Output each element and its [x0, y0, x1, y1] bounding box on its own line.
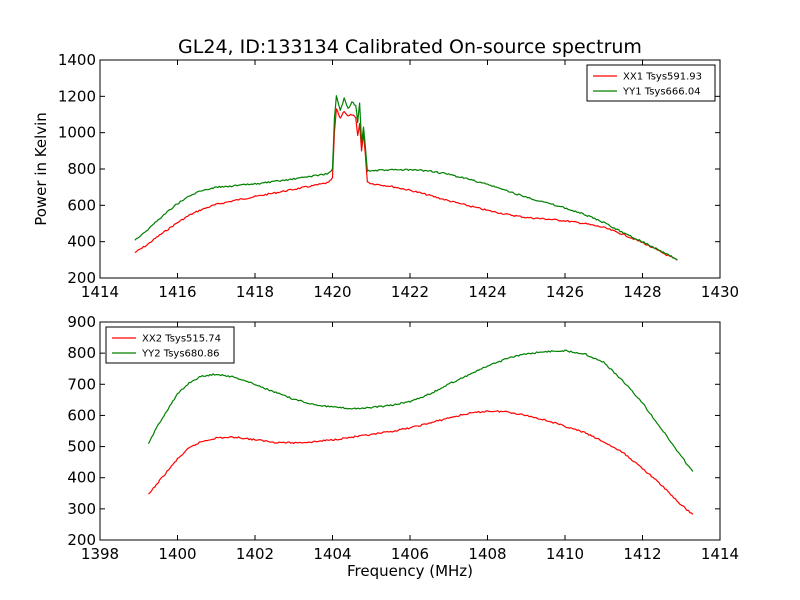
x-tick-label: 1398	[81, 545, 119, 563]
y-tick-label: 600	[67, 196, 96, 214]
bottom-axis-ticks: 1398 1400 1402 1404 1406 1408 1410 1412 1414 200 3…	[67, 313, 739, 563]
figure-title: GL24, ID:133134 Calibrated On-source spe…	[178, 36, 642, 58]
x-tick-label: 1420	[313, 283, 351, 301]
x-tick-label: 1406	[391, 545, 429, 563]
legend-box	[586, 64, 716, 102]
y-tick-label: 600	[67, 406, 96, 424]
y-tick-label: 900	[67, 313, 96, 331]
x-tick-label: 1410	[546, 545, 584, 563]
top-axis-ticks: 1414 1416 1418 1420 1422 1424 1426 1428 1430 200 4…	[58, 51, 739, 301]
bottom-panel: 1398 1400 1402 1404 1406 1408 1410 1412 1414 200 3…	[67, 313, 739, 580]
x-tick-label: 1426	[546, 283, 584, 301]
x-tick-label: 1412	[623, 545, 661, 563]
top-ylabel: Power in Kelvin	[32, 112, 50, 226]
y-tick-label: 200	[67, 531, 96, 549]
y-tick-label: 800	[67, 160, 96, 178]
y-tick-label: 400	[67, 233, 96, 251]
x-tick-label: 1428	[623, 283, 661, 301]
series-line-2	[134, 95, 678, 261]
y-tick-label: 400	[67, 469, 96, 487]
y-tick-label: 1000	[58, 124, 96, 142]
x-tick-label: 1418	[236, 283, 274, 301]
y-tick-label: 1200	[58, 87, 96, 105]
x-tick-label: 1404	[313, 545, 351, 563]
legend-label: XX1 Tsys591.93	[623, 72, 702, 83]
series-line-1	[134, 108, 678, 261]
x-tick-label: 1416	[158, 283, 196, 301]
x-tick-label: 1400	[158, 545, 196, 563]
x-tick-label: 1408	[468, 545, 506, 563]
series-line-1	[148, 410, 694, 515]
bottom-legend: XX2 Tsys515.74 YY2 Tsys680.86	[105, 326, 235, 364]
series-line-2	[147, 349, 694, 472]
y-tick-label: 1400	[58, 51, 96, 69]
legend-label: XX2 Tsys515.74	[142, 334, 221, 345]
x-tick-label: 1422	[391, 283, 429, 301]
bottom-series-group	[147, 349, 694, 515]
x-tick-label: 1414	[81, 283, 119, 301]
x-tick-label: 1402	[236, 545, 274, 563]
legend-label: YY2 Tsys680.86	[141, 349, 220, 360]
y-tick-label: 800	[67, 344, 96, 362]
x-tick-label: 1430	[701, 283, 739, 301]
legend-label: YY1 Tsys666.04	[622, 87, 701, 98]
top-panel: 1414 1416 1418 1420 1422 1424 1426 1428 1430 200 4…	[32, 51, 739, 301]
legend-box	[105, 326, 235, 364]
bottom-xlabel: Frequency (MHz)	[347, 562, 473, 580]
y-tick-label: 300	[67, 500, 96, 518]
y-tick-label: 700	[67, 375, 96, 393]
x-tick-label: 1414	[701, 545, 739, 563]
top-legend: XX1 Tsys591.93 YY1 Tsys666.04	[586, 64, 716, 102]
y-tick-label: 500	[67, 438, 96, 456]
top-series-group	[134, 95, 678, 261]
y-tick-label: 200	[67, 269, 96, 287]
x-tick-label: 1424	[468, 283, 506, 301]
